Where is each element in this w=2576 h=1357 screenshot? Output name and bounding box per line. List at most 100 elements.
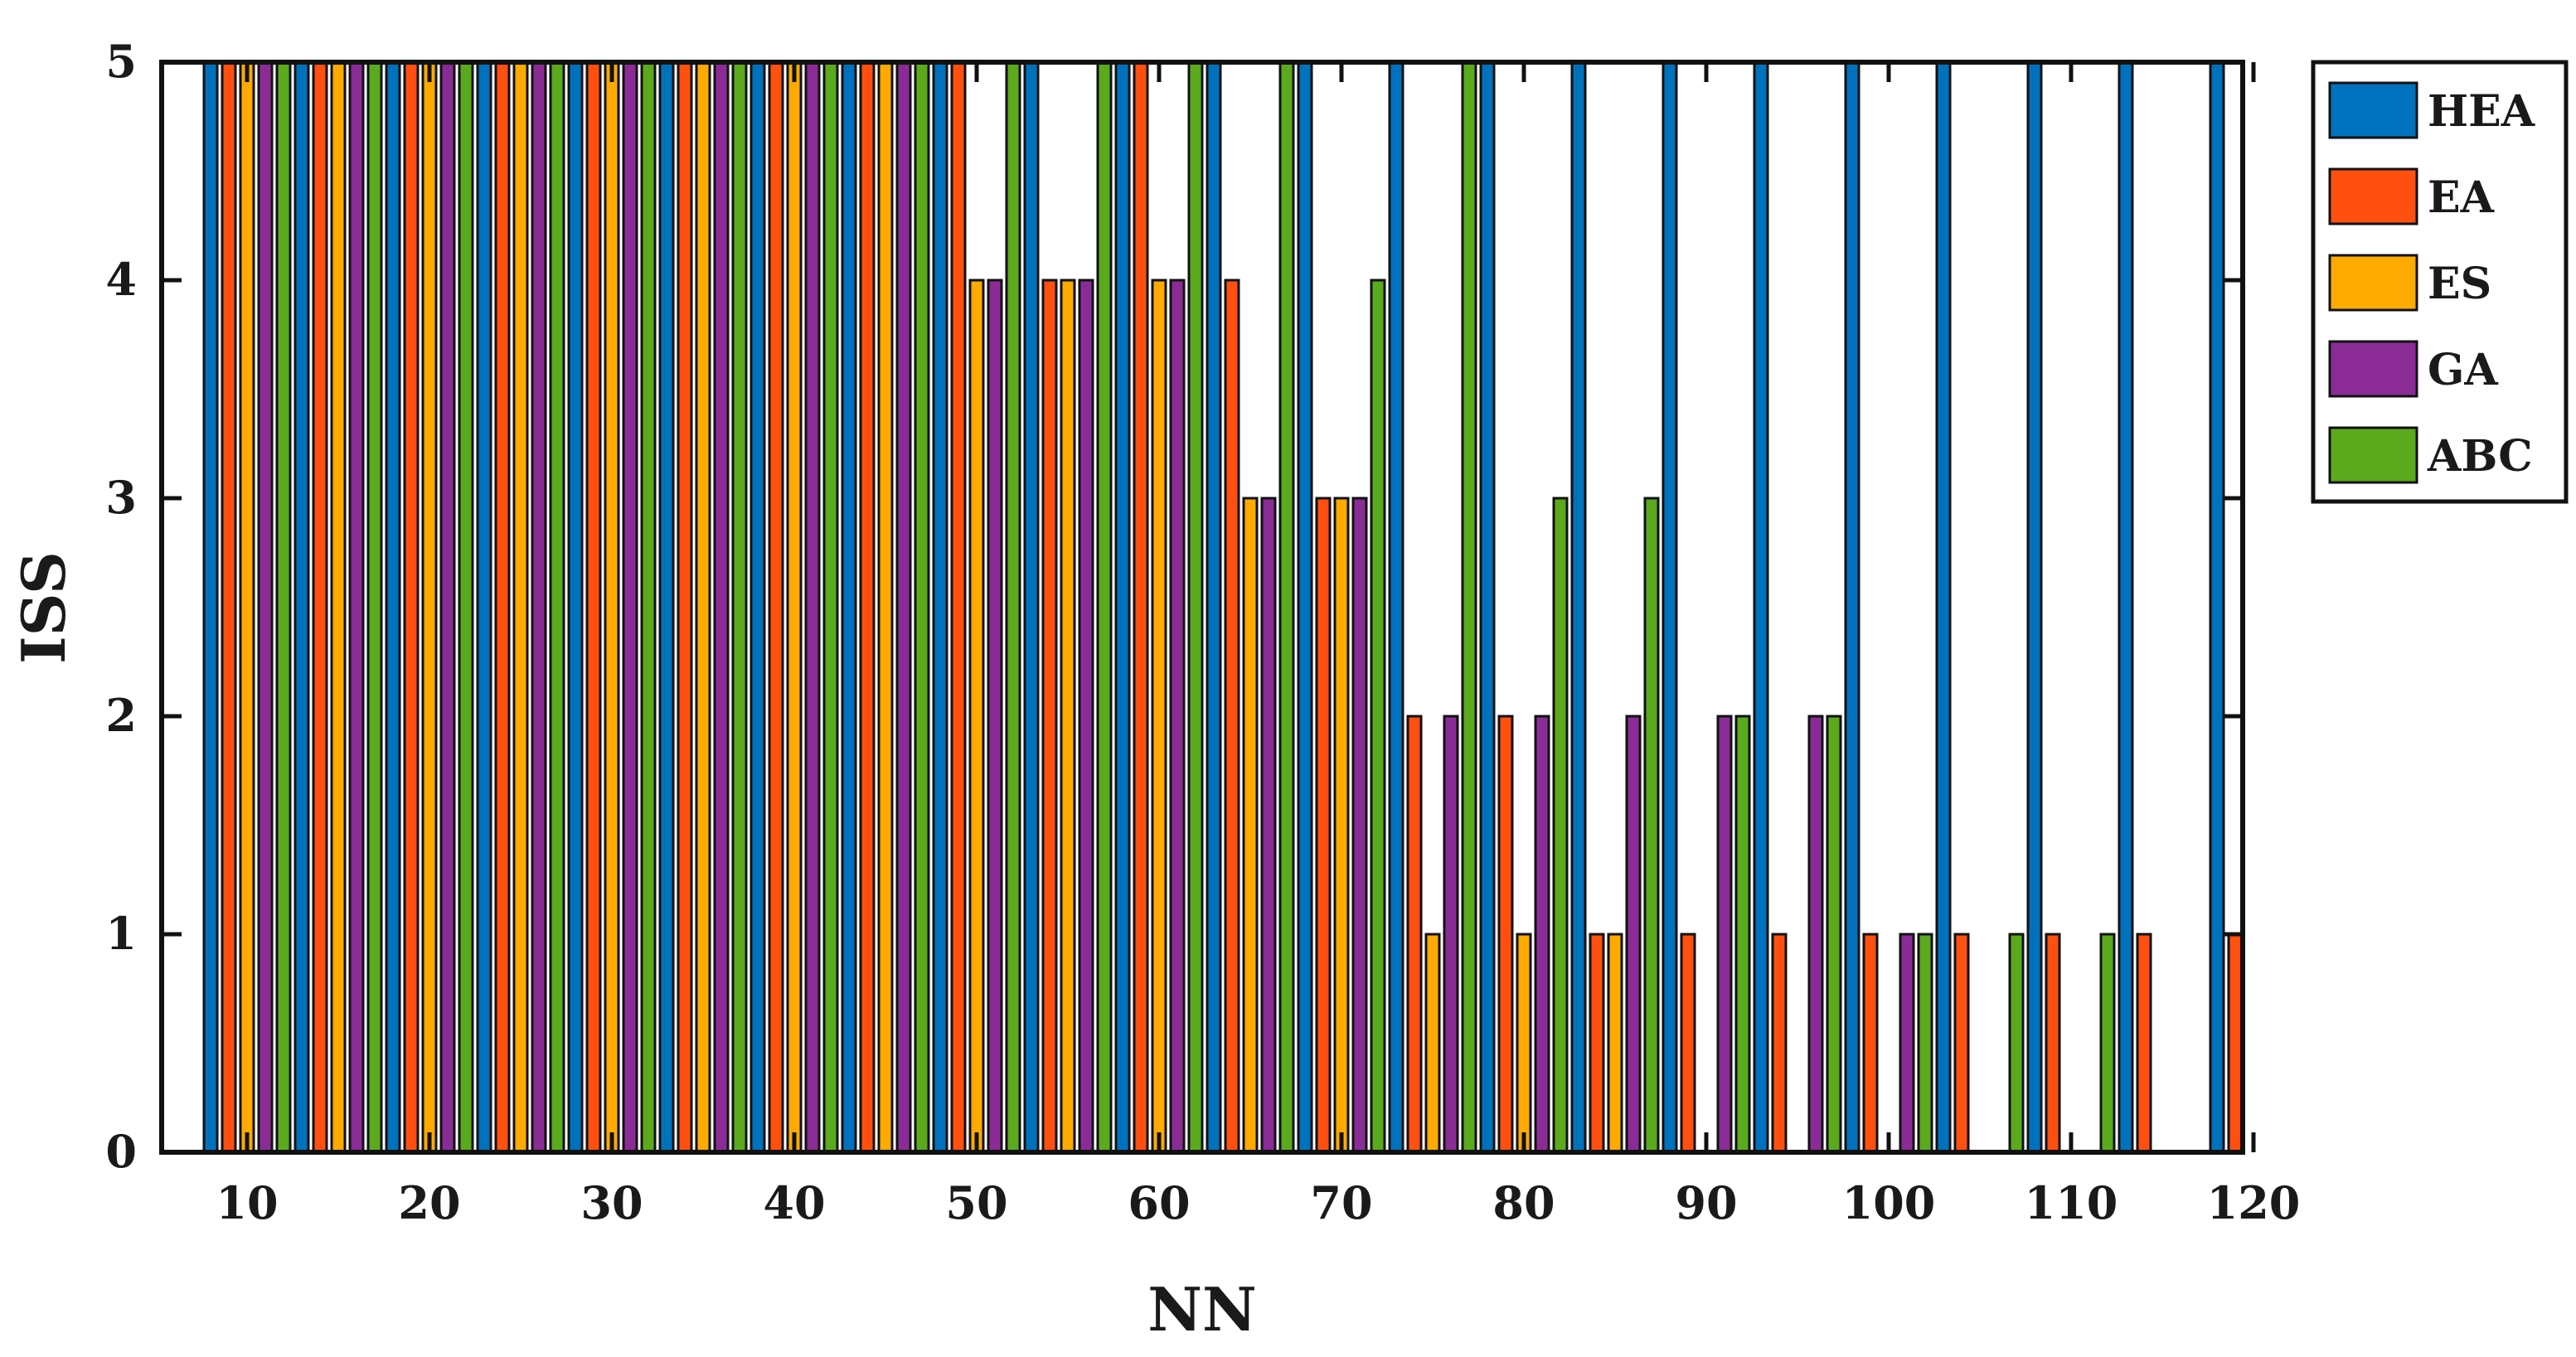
x-tick-label: 70 <box>1310 1176 1372 1229</box>
bar-abc-nn10 <box>275 61 292 1154</box>
bar-ga-nn10 <box>257 61 274 1154</box>
bar-ea-nn110 <box>2045 933 2061 1154</box>
x-tick-label: 50 <box>945 1176 1007 1229</box>
legend-swatch-es <box>2328 254 2418 312</box>
bar-abc-nn110 <box>2099 933 2116 1154</box>
bar-hea-nn65 <box>1206 61 1222 1154</box>
bar-hea-nn70 <box>1297 61 1313 1154</box>
bar-ga-nn15 <box>348 61 365 1154</box>
bar-ea-nn70 <box>1315 497 1332 1154</box>
bar-abc-nn95 <box>1826 715 1842 1154</box>
bar-ea-nn60 <box>1133 61 1149 1154</box>
bar-abc-nn30 <box>640 61 657 1154</box>
bar-abc-nn15 <box>366 61 383 1154</box>
bar-ga-nn55 <box>1078 279 1094 1154</box>
legend-swatch-hea <box>2328 81 2418 139</box>
plot-frame <box>159 60 2245 1155</box>
bar-ea-nn55 <box>1041 279 1058 1154</box>
bar-abc-nn40 <box>822 61 839 1154</box>
x-axis-label: NN <box>1147 1274 1257 1345</box>
bar-ea-nn10 <box>221 61 237 1154</box>
bar-ga-nn30 <box>622 61 638 1154</box>
bar-abc-nn55 <box>1096 61 1113 1154</box>
bar-es-nn20 <box>421 61 438 1154</box>
y-axis-label: ISS <box>8 551 79 664</box>
bar-ga-nn45 <box>895 61 912 1154</box>
bar-hea-nn60 <box>1114 61 1131 1154</box>
bar-ga-nn50 <box>987 279 1003 1154</box>
bar-es-nn35 <box>695 61 711 1154</box>
bar-ga-nn25 <box>531 61 547 1154</box>
bar-ga-nn70 <box>1351 497 1368 1154</box>
bar-ea-nn80 <box>1497 715 1514 1154</box>
y-tick-labels: 0 1 2 3 4 5 <box>105 35 137 1178</box>
bar-ea-nn115 <box>2136 933 2152 1154</box>
legend-swatch-ga <box>2328 340 2418 398</box>
x-tick-label: 80 <box>1492 1176 1555 1229</box>
bar-ea-nn40 <box>768 61 784 1154</box>
y-tick-label: 0 <box>105 1125 137 1178</box>
bar-hea-nn15 <box>293 61 310 1154</box>
bar-ea-nn50 <box>950 61 967 1154</box>
bar-abc-nn105 <box>2008 933 2025 1154</box>
bar-hea-nn35 <box>658 61 675 1154</box>
bar-ga-nn80 <box>1534 715 1550 1154</box>
bar-es-nn60 <box>1151 279 1167 1154</box>
bar-es-nn75 <box>1424 933 1441 1154</box>
bar-hea-nn100 <box>1844 61 1860 1154</box>
bar-ea-nn85 <box>1589 933 1605 1154</box>
bar-hea-nn75 <box>1388 61 1404 1154</box>
bar-ea-nn20 <box>403 61 420 1154</box>
bar-hea-nn55 <box>1023 61 1040 1154</box>
x-tick-label: 20 <box>398 1176 460 1229</box>
legend-label-hea: HEA <box>2428 86 2535 137</box>
bar-es-nn70 <box>1333 497 1350 1154</box>
bar-es-nn30 <box>604 61 620 1154</box>
x-tick-label: 100 <box>1842 1176 1936 1229</box>
bar-es-nn65 <box>1242 497 1259 1154</box>
bar-es-nn25 <box>512 61 529 1154</box>
x-tick-label: 60 <box>1128 1176 1190 1229</box>
bar-abc-nn45 <box>914 61 930 1154</box>
bar-ga-nn95 <box>1807 715 1824 1154</box>
bar-ga-nn65 <box>1260 497 1277 1154</box>
bar-ea-nn35 <box>677 61 693 1154</box>
bar-hea-nn80 <box>1479 61 1496 1154</box>
legend-label-es: ES <box>2428 259 2491 309</box>
bar-hea-nn115 <box>2118 61 2134 1154</box>
x-tick-label: 30 <box>580 1176 643 1229</box>
bar-abc-nn100 <box>1917 933 1933 1154</box>
legend-label-abc: ABC <box>2427 431 2533 482</box>
bar-hea-nn105 <box>1935 61 1952 1154</box>
bar-ga-nn85 <box>1625 715 1642 1154</box>
bar-es-nn10 <box>239 61 255 1154</box>
bar-ea-nn90 <box>1680 933 1696 1154</box>
x-tick-labels: 10 20 30 40 50 60 70 80 90 100 110 120 <box>216 1176 2300 1229</box>
bar-hea-nn110 <box>2026 61 2043 1154</box>
bar-ga-nn75 <box>1443 715 1459 1154</box>
bar-ga-nn90 <box>1716 715 1733 1154</box>
bar-abc-nn80 <box>1552 497 1569 1154</box>
bar-abc-nn65 <box>1278 61 1295 1154</box>
bar-abc-nn75 <box>1461 61 1477 1154</box>
bar-es-nn45 <box>877 61 894 1154</box>
x-tick-label: 90 <box>1675 1176 1737 1229</box>
bar-ga-nn20 <box>439 61 456 1154</box>
bar-ea-nn15 <box>312 61 328 1154</box>
bar-hea-nn50 <box>932 61 948 1154</box>
bar-ga-nn60 <box>1169 279 1186 1154</box>
bar-abc-nn20 <box>458 61 474 1154</box>
bar-abc-nn50 <box>1005 61 1021 1154</box>
x-tick-label: 10 <box>216 1176 278 1229</box>
bar-hea-nn95 <box>1753 61 1769 1154</box>
bar-es-nn50 <box>968 279 985 1154</box>
bar-hea-nn90 <box>1662 61 1678 1154</box>
y-tick-label: 1 <box>105 907 137 960</box>
legend: HEA EA ES GA ABC <box>2311 60 2569 504</box>
bar-ga-nn35 <box>713 61 730 1154</box>
y-tick-label: 2 <box>105 689 137 742</box>
bar-hea-nn120 <box>2209 61 2225 1154</box>
bar-ga-nn40 <box>804 61 821 1154</box>
legend-label-ea: EA <box>2428 172 2495 223</box>
